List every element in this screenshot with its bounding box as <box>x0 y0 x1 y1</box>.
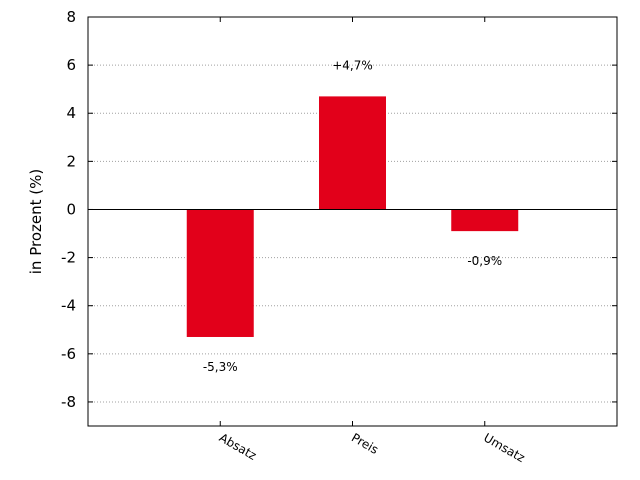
y-axis-ticks: 8 6 4 2 0 -2 -4 -6 -8 <box>61 8 617 411</box>
x-axis-categories: Absatz Preis Umsatz <box>217 17 527 465</box>
y-tick-label: 8 <box>66 8 76 26</box>
y-tick-label: -2 <box>61 249 76 267</box>
data-labels: -5,3% +4,7% -0,9% <box>203 58 502 374</box>
y-tick-label: 0 <box>66 200 76 218</box>
bar-umsatz <box>451 209 519 232</box>
data-label: -0,9% <box>467 254 502 268</box>
bar-preis <box>319 96 386 210</box>
data-label: -5,3% <box>203 360 238 374</box>
plot-frame <box>87 16 618 427</box>
x-category-label: Preis <box>349 430 381 456</box>
data-label: +4,7% <box>332 58 373 72</box>
x-category-label: Umsatz <box>481 430 527 465</box>
y-tick-label: 2 <box>66 152 76 170</box>
y-tick-label: -8 <box>61 393 76 411</box>
bar-absatz <box>186 209 254 337</box>
bars <box>186 96 519 337</box>
y-tick-label: 4 <box>66 104 76 122</box>
y-tick-label: -6 <box>61 345 76 363</box>
x-category-label: Absatz <box>217 430 259 462</box>
y-tick-label: -4 <box>61 297 76 315</box>
y-axis-label: in Prozent (%) <box>27 169 45 274</box>
y-tick-label: 6 <box>66 56 76 74</box>
